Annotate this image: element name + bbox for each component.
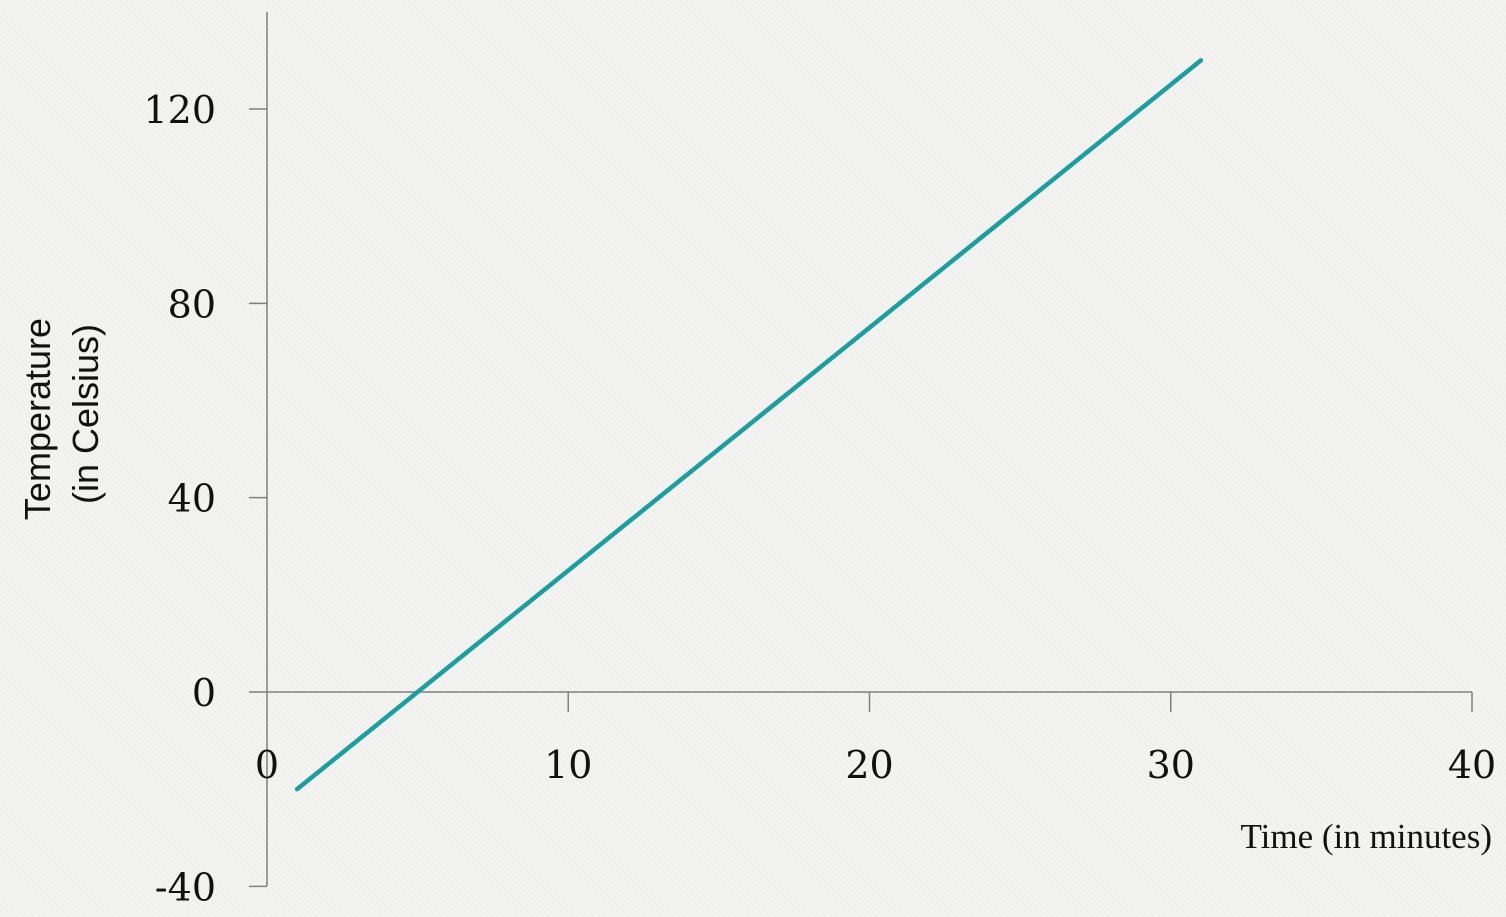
x-tick-label: 40 [1448, 743, 1496, 787]
y-tick-label: 80 [168, 282, 216, 326]
y-tick-label: 40 [168, 477, 216, 521]
x-tick-label: 0 [255, 743, 279, 787]
y-axis-label-line-1: Temperature [17, 318, 58, 520]
series-layer [294, 58, 1204, 792]
x-axis-label: Time (in minutes) [1241, 817, 1493, 856]
tick-labels: 0 10 20 30 40 -40 0 40 80 120 [143, 88, 1496, 909]
x-tick-label: 30 [1147, 743, 1195, 787]
y-axis-label: Temperature (in Celsius) [17, 308, 106, 520]
series-line [294, 58, 1204, 792]
x-tick-label: 20 [845, 743, 893, 787]
y-tick-label: 120 [143, 88, 216, 132]
y-axis-label-line-2: (in Celsius) [65, 324, 106, 504]
x-tick-label: 10 [544, 743, 592, 787]
y-tick-label: -40 [155, 865, 216, 909]
y-tick-label: 0 [192, 671, 216, 715]
tick-marks [249, 108, 1473, 888]
